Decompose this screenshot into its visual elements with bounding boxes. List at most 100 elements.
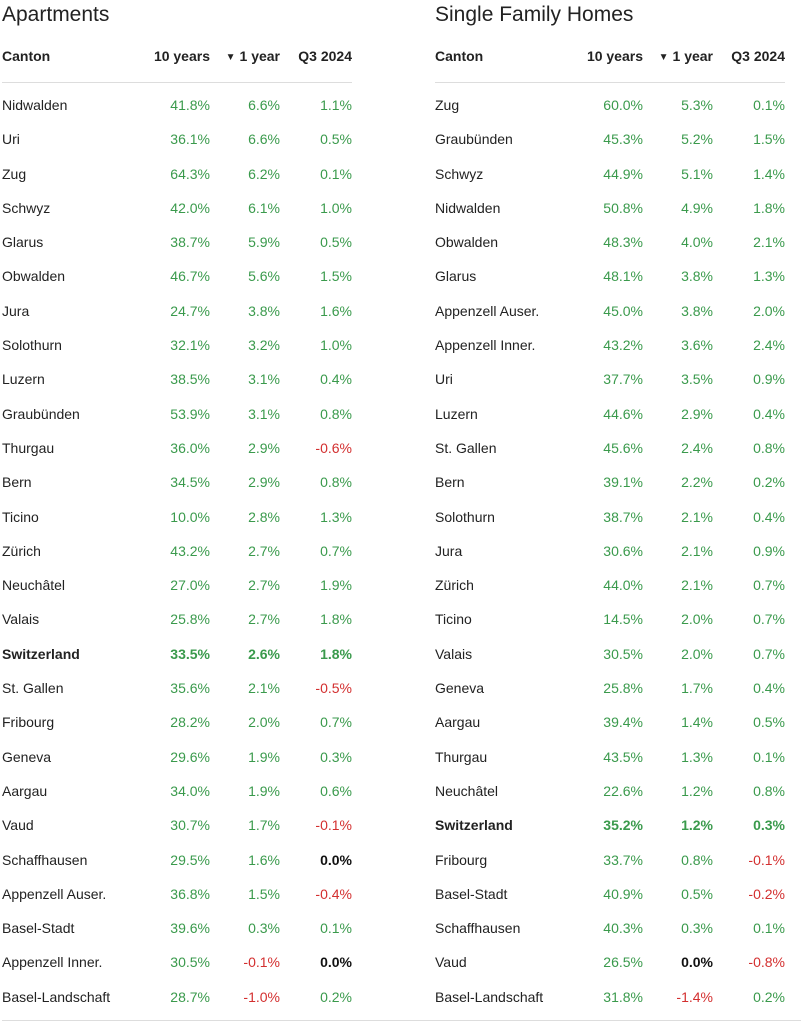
table-row: Nidwalden 41.8% 6.6% 1.1%	[2, 89, 352, 123]
canton-cell: St. Gallen	[435, 439, 497, 456]
ten-year-cell: 30.7%	[170, 817, 210, 834]
one-year-cell: 4.9%	[681, 199, 713, 216]
one-year-cell: 3.8%	[681, 302, 713, 319]
canton-cell: Solothurn	[2, 337, 62, 354]
one-year-cell: 0.3%	[248, 920, 280, 937]
table-row: Appenzell Inner. 30.5% -0.1% 0.0%	[2, 946, 352, 980]
q3-cell: 0.9%	[753, 371, 785, 388]
apartments-panel: Apartments Canton 10 years ▼ 1 year Q3 20…	[2, 0, 352, 1015]
canton-cell: Switzerland	[435, 817, 513, 834]
one-year-cell: 6.1%	[248, 199, 280, 216]
table-bottom-divider	[2, 1020, 801, 1021]
sort-descending-icon: ▼	[658, 52, 669, 63]
header-1-year-label: 1 year	[672, 48, 713, 64]
ten-year-cell: 39.4%	[603, 714, 643, 731]
ten-year-cell: 29.6%	[170, 748, 210, 765]
q3-cell: 0.0%	[320, 851, 352, 868]
one-year-cell: 1.9%	[248, 782, 280, 799]
ten-year-cell: 27.0%	[170, 577, 210, 594]
one-year-cell: 1.2%	[681, 817, 713, 834]
canton-cell: Schaffhausen	[2, 851, 88, 868]
header-10-years[interactable]: 10 years	[586, 48, 643, 64]
table-row: Schaffhausen 40.3% 0.3% 0.1%	[435, 912, 785, 946]
q3-cell: 0.8%	[753, 782, 785, 799]
one-year-cell: 6.6%	[248, 97, 280, 113]
ten-year-cell: 64.3%	[170, 165, 210, 182]
table-row: Obwalden 46.7% 5.6% 1.5%	[2, 260, 352, 294]
apartments-header-row: Canton 10 years ▼ 1 year Q3 2024	[2, 30, 352, 83]
q3-cell: 1.3%	[320, 508, 352, 525]
q3-cell: -0.1%	[315, 817, 352, 834]
ten-year-cell: 40.9%	[603, 885, 643, 902]
ten-year-cell: 53.9%	[170, 405, 210, 422]
ten-year-cell: 37.7%	[603, 371, 643, 388]
one-year-cell: 2.7%	[248, 577, 280, 594]
table-row: Schwyz 44.9% 5.1% 1.4%	[435, 158, 785, 192]
ten-year-cell: 46.7%	[170, 268, 210, 285]
ten-year-cell: 38.7%	[603, 508, 643, 525]
q3-cell: 1.1%	[320, 97, 352, 113]
table-row: Glarus 38.7% 5.9% 0.5%	[2, 226, 352, 260]
canton-cell: Basel-Landschaft	[2, 988, 111, 1005]
ten-year-cell: 25.8%	[603, 680, 643, 697]
one-year-cell: 6.2%	[248, 165, 280, 182]
ten-year-cell: 43.2%	[170, 542, 210, 559]
q3-cell: 2.4%	[753, 337, 785, 354]
q3-cell: 0.7%	[320, 714, 352, 731]
header-canton[interactable]: Canton	[2, 48, 51, 64]
canton-cell: Basel-Landschaft	[435, 988, 544, 1005]
ten-year-cell: 32.1%	[170, 337, 210, 354]
canton-cell: Obwalden	[2, 268, 66, 285]
one-year-cell: 2.2%	[681, 474, 713, 491]
one-year-cell: 5.2%	[681, 131, 713, 148]
header-10-years[interactable]: 10 years	[153, 48, 210, 64]
table-row: Neuchâtel 27.0% 2.7% 1.9%	[2, 569, 352, 603]
table-row: Switzerland 35.2% 1.2% 0.3%	[435, 809, 785, 843]
q3-cell: 0.4%	[753, 405, 785, 422]
canton-cell: Appenzell Inner.	[435, 337, 536, 354]
one-year-cell: 1.2%	[681, 782, 713, 799]
ten-year-cell: 44.9%	[603, 165, 643, 182]
one-year-cell: 2.9%	[248, 474, 280, 491]
ten-year-cell: 43.5%	[603, 748, 643, 765]
canton-cell: Ticino	[435, 611, 472, 628]
table-row: Valais 25.8% 2.7% 1.8%	[2, 603, 352, 637]
ten-year-cell: 45.3%	[603, 131, 643, 148]
one-year-cell: 2.8%	[248, 508, 280, 525]
table-row: Glarus 48.1% 3.8% 1.3%	[435, 260, 785, 294]
table-row: Zürich 44.0% 2.1% 0.7%	[435, 569, 785, 603]
canton-cell: Jura	[435, 542, 463, 559]
canton-cell: Geneva	[2, 748, 52, 765]
ten-year-cell: 22.6%	[603, 782, 643, 799]
header-q3-2024[interactable]: Q3 2024	[731, 48, 785, 64]
canton-cell: Valais	[2, 611, 40, 628]
table-row: Schwyz 42.0% 6.1% 1.0%	[2, 192, 352, 226]
one-year-cell: 2.6%	[248, 645, 280, 662]
canton-cell: Glarus	[435, 268, 477, 285]
q3-cell: 1.0%	[320, 199, 352, 216]
table-row: Zürich 43.2% 2.7% 0.7%	[2, 535, 352, 569]
canton-cell: Neuchâtel	[435, 782, 499, 799]
q3-cell: 0.8%	[320, 474, 352, 491]
canton-cell: Schaffhausen	[435, 920, 521, 937]
canton-cell: St. Gallen	[2, 680, 64, 697]
ten-year-cell: 50.8%	[603, 199, 643, 216]
one-year-cell: 1.7%	[248, 817, 280, 834]
ten-year-cell: 24.7%	[170, 302, 210, 319]
one-year-cell: 1.6%	[248, 851, 280, 868]
ten-year-cell: 25.8%	[170, 611, 210, 628]
header-1-year[interactable]: ▼ 1 year	[226, 48, 280, 64]
q3-cell: 0.1%	[320, 920, 352, 937]
header-q3-2024[interactable]: Q3 2024	[298, 48, 352, 64]
header-canton[interactable]: Canton	[435, 48, 484, 64]
canton-cell: Fribourg	[2, 714, 55, 731]
one-year-cell: 4.0%	[681, 234, 713, 251]
one-year-cell: 0.0%	[681, 954, 713, 971]
q3-cell: 1.9%	[320, 577, 352, 594]
canton-cell: Appenzell Auser.	[435, 302, 540, 319]
one-year-cell: 2.9%	[681, 405, 713, 422]
ten-year-cell: 41.8%	[170, 97, 210, 113]
table-row: Luzern 38.5% 3.1% 0.4%	[2, 363, 352, 397]
ten-year-cell: 30.6%	[603, 542, 643, 559]
header-1-year[interactable]: ▼ 1 year	[659, 48, 713, 64]
